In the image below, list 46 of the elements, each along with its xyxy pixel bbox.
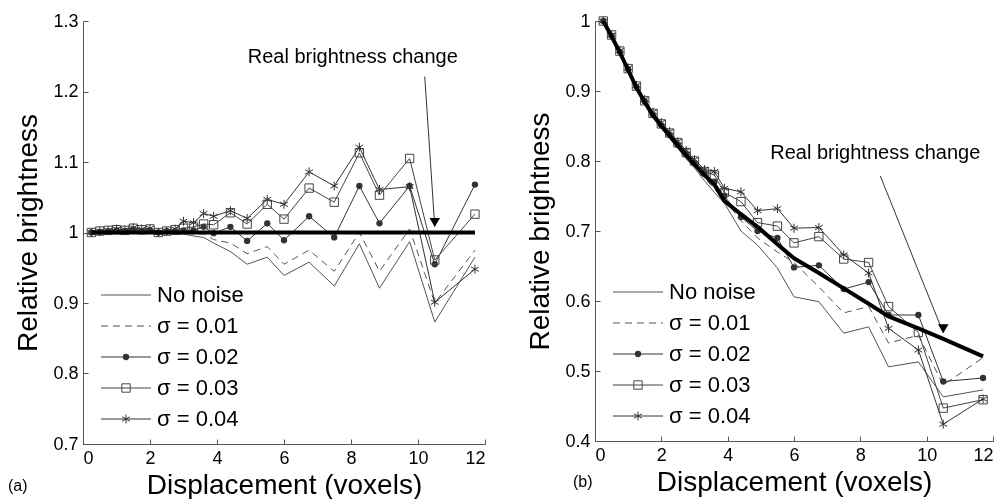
legend-label: σ = 0.02 xyxy=(157,344,239,369)
y-tick-label: 0.8 xyxy=(565,150,591,171)
x-tick-label: 6 xyxy=(789,444,800,465)
x-tick-label: 8 xyxy=(855,444,866,465)
x-tick-label: 8 xyxy=(346,447,357,468)
x-tick-label: 4 xyxy=(212,447,223,468)
text: (b) xyxy=(573,473,593,490)
y-tick-label: 0.4 xyxy=(565,430,591,451)
annotation: Real brightness change xyxy=(770,140,981,163)
legend-label: σ = 0.02 xyxy=(669,341,751,366)
x-tick-label: 12 xyxy=(973,444,994,465)
annotation: Real brightness change xyxy=(247,44,458,67)
x-tick-label: 12 xyxy=(465,447,486,468)
y-tick-label: 0.8 xyxy=(53,363,79,383)
x-axis-title: Displacement (voxels) xyxy=(146,468,423,500)
legend-label: σ = 0.04 xyxy=(157,406,239,431)
x-axis-title: Displacement (voxels) xyxy=(656,465,933,497)
x-tick-label: 2 xyxy=(145,447,156,468)
y-tick-label: 1 xyxy=(580,10,591,31)
x-tick-label: 6 xyxy=(279,447,290,468)
y-axis-title: Relative brightness xyxy=(524,112,556,351)
y-tick-label: 0.9 xyxy=(565,80,591,101)
legend-label: σ = 0.03 xyxy=(669,372,751,397)
x-tick-label: 0 xyxy=(83,447,94,468)
x-tick-label: 2 xyxy=(656,444,667,465)
y-tick-label: 0.7 xyxy=(53,433,79,454)
x-tick-label: 10 xyxy=(917,444,938,465)
y-tick-label: 0.6 xyxy=(565,290,591,311)
legend-label: σ = 0.01 xyxy=(157,313,239,338)
y-tick-label: 1.2 xyxy=(53,81,79,101)
legend-label: No noise xyxy=(669,279,756,304)
legend-label: σ = 0.01 xyxy=(669,310,751,335)
y-tick-label: 1 xyxy=(68,222,79,242)
x-tick-label: 4 xyxy=(723,444,734,465)
y-tick-label: 1.3 xyxy=(53,10,79,31)
x-tick-label: 10 xyxy=(408,447,429,468)
y-tick-label: 0.7 xyxy=(565,220,591,241)
legend-label: No noise xyxy=(157,282,244,307)
y-axis-title: Relative brightness xyxy=(12,113,44,353)
y-tick-label: 0.9 xyxy=(53,292,79,313)
x-tick-label: 0 xyxy=(595,444,606,465)
y-tick-label: 0.5 xyxy=(565,360,591,381)
legend-label: σ = 0.03 xyxy=(157,375,239,400)
text: (a) xyxy=(8,477,28,494)
legend-label: σ = 0.04 xyxy=(669,403,751,428)
y-tick-label: 1.1 xyxy=(53,151,79,172)
